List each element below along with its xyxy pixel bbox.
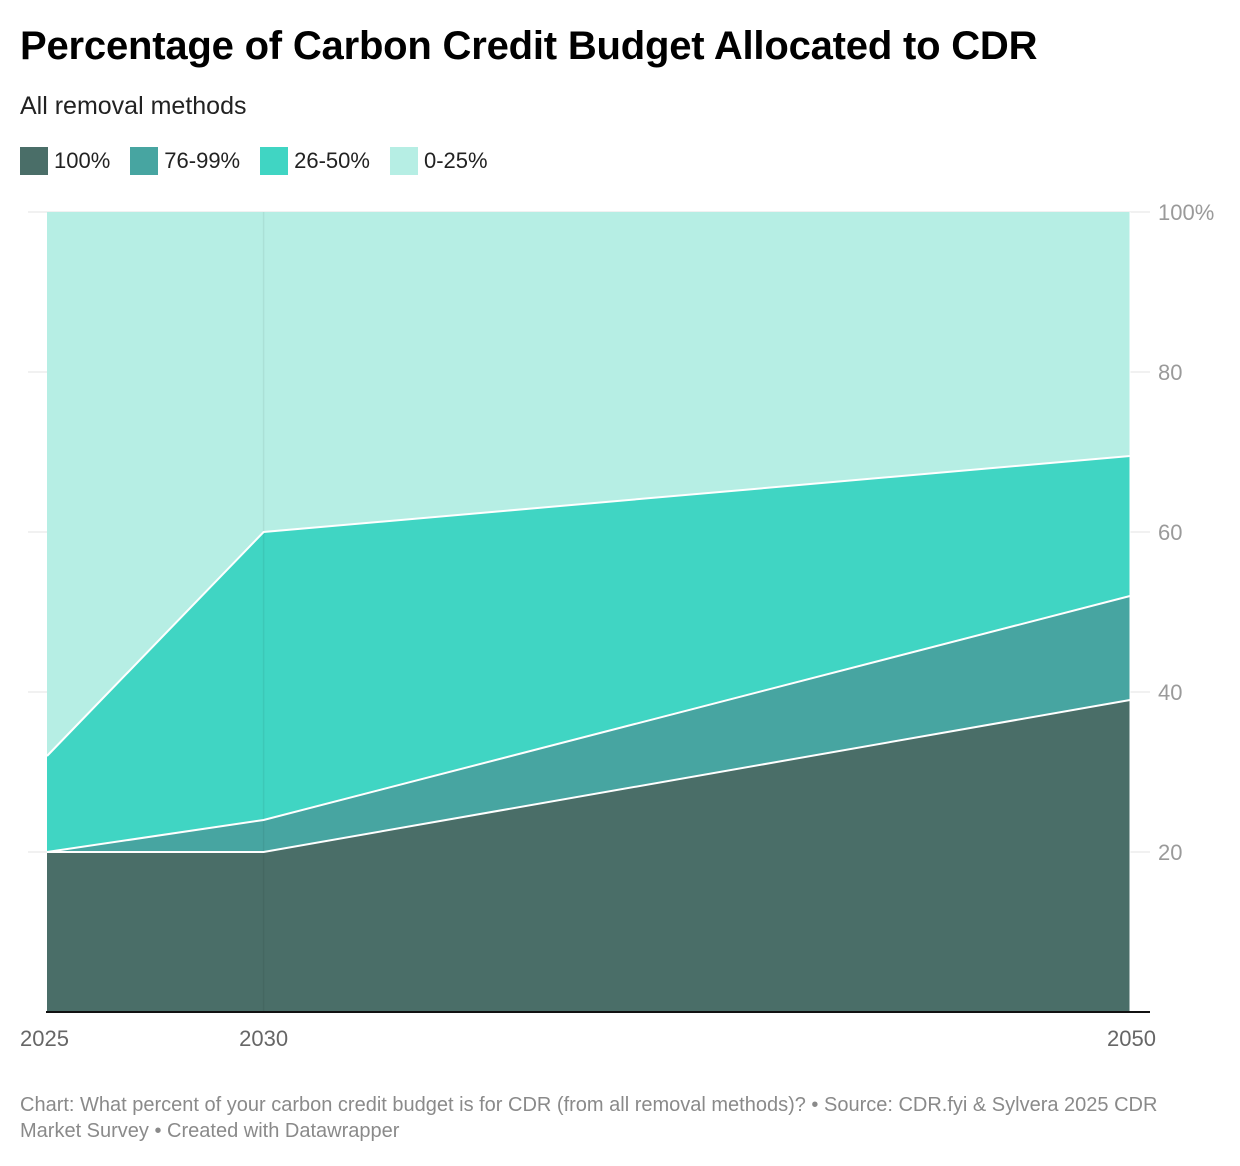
x-tick-label-2030: 2030 — [239, 1026, 288, 1051]
chart-footer: Chart: What percent of your carbon credi… — [20, 1094, 1158, 1142]
legend-label-76-99: 76-99% — [164, 148, 241, 173]
chart-subtitle: All removal methods — [20, 92, 247, 120]
y-tick-label-20: 20 — [1158, 840, 1182, 865]
area-series-76-99 — [47, 596, 1130, 852]
legend-swatch-0-25 — [389, 147, 418, 175]
area-series-26-50 — [47, 456, 1130, 852]
area-series-100 — [47, 700, 1130, 1012]
boundary-line-layer — [46, 212, 1131, 1012]
x-tick-label-2050: 2050 — [1107, 1026, 1156, 1051]
chart-title: Percentage of Carbon Credit Budget Alloc… — [20, 24, 1038, 68]
legend-item-100: 100% — [20, 147, 110, 175]
legend-item-0-25: 0-25% — [389, 147, 488, 175]
legend-label-26-50: 26-50% — [294, 148, 370, 173]
y-tick-label-80: 80 — [1158, 360, 1182, 385]
legend-label-100: 100% — [54, 148, 111, 173]
boundary-line-100 — [47, 699, 1131, 853]
y-tick-label-100: 100% — [1158, 200, 1214, 225]
boundary-line-26-50 — [46, 455, 1131, 757]
y-tick-label-40: 40 — [1158, 680, 1182, 705]
area-series-0-25 — [47, 212, 1130, 756]
legend-swatch-26-50 — [260, 147, 289, 175]
legend-swatch-100 — [20, 147, 48, 175]
legend-item-26-50: 26-50% — [260, 147, 370, 175]
legend-swatch-76-99 — [130, 147, 159, 175]
x-tick-label-2025: 2025 — [20, 1026, 69, 1051]
legend: 100% 76-99% 26-50% 0-25% — [20, 146, 508, 176]
boundary-line-76-99 — [46, 595, 1131, 853]
legend-item-76-99: 76-99% — [130, 147, 240, 175]
stacked-area-chart: 2025 2030 2050 20 40 60 80 100% — [20, 200, 1214, 1051]
legend-label-0-25: 0-25% — [423, 148, 488, 173]
area-layer — [47, 212, 1130, 1012]
y-tick-label-60: 60 — [1158, 520, 1182, 545]
axis-layer: 2025 2030 2050 20 40 60 80 100% — [20, 200, 1214, 1051]
